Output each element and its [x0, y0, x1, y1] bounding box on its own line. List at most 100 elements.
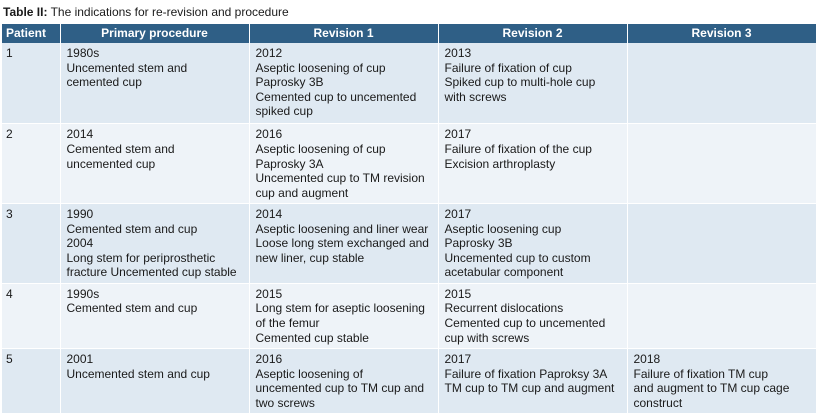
- revision-2-cell: 2015 Recurrent dislocations Cemented cup t…: [438, 283, 628, 349]
- primary-procedure-cell: 2001 Uncemented stem and cup: [60, 348, 250, 415]
- table-row: 4 1990s Cemented stem and cup 2015 Long stem…: [2, 283, 817, 349]
- cell-line: uncemented cup: [66, 156, 156, 171]
- revision-1-cell: 2016 Aseptic loosening of uncemented cup t…: [249, 348, 439, 415]
- revision-1-cell: 2014 Aseptic loosening and liner wear Loos…: [249, 203, 439, 284]
- cell-line: Excision arthroplasty: [444, 156, 556, 171]
- cell-line: 2018: [633, 351, 661, 366]
- cell-line: two screws: [255, 395, 315, 410]
- col-header-patient: Patient: [2, 24, 61, 43]
- cell-line: 2016: [255, 351, 283, 366]
- cell-line: of the femur: [255, 316, 320, 331]
- cell-line: Paprosky 3B: [444, 236, 513, 251]
- cell-line: 2013: [444, 46, 472, 60]
- cell-line: spiked cup: [255, 104, 313, 119]
- cell-line: Aseptic loosening and liner wear: [255, 221, 429, 236]
- cell-line: cup and augment: [255, 185, 349, 200]
- primary-procedure-cell: 1990 Cemented stem and cup 2004 Long stem f…: [60, 203, 250, 284]
- patient-cell: 5: [2, 348, 61, 415]
- cell-line: with screws: [444, 89, 507, 104]
- revision-2-cell: 2017 Failure of fixation of the cup Excisi…: [438, 123, 628, 205]
- cell-line: Uncemented cup to custom: [444, 250, 591, 265]
- cell-line: Loose long stem exchanged and: [255, 236, 429, 251]
- cell-line: 2004: [66, 236, 94, 251]
- col-header-primary: Primary procedure: [60, 24, 250, 43]
- cell-line: 1990: [66, 207, 94, 222]
- cell-line: 2017: [444, 207, 472, 222]
- cell-line: 2012: [255, 46, 283, 60]
- cell-line: Aseptic loosening of cup: [255, 60, 386, 75]
- cell-line: cemented cup: [66, 75, 142, 90]
- revision-2-cell: 2017 Aseptic loosening cup Paprosky 3B Unce…: [438, 203, 628, 284]
- cell-line: TM cup to TM cup and augment: [444, 381, 615, 396]
- caption-label: Table II:: [3, 5, 48, 19]
- header-row: Patient Primary procedure Revision 1 Rev…: [2, 24, 817, 43]
- revision-2-cell: 2013 Failure of fixation of cup Spiked cup…: [438, 43, 628, 125]
- revision-3-cell: [627, 283, 817, 349]
- cell-line: Cemented cup to uncemented: [255, 89, 417, 104]
- cell-line: 2014: [255, 207, 283, 222]
- cell-line: and augment to TM cup cage: [633, 381, 790, 396]
- revision-3-cell: 2018 Failure of fixation TM cup and augmen…: [627, 348, 817, 415]
- cell-line: 2016: [255, 127, 283, 142]
- col-header-revision-1: Revision 1: [249, 24, 439, 43]
- patient-cell: 4: [2, 283, 61, 349]
- table-row: 2 2014 Cemented stem and uncemented cup 2016…: [2, 123, 817, 205]
- primary-procedure-cell: 1980s Uncemented stem and cemented cup: [60, 43, 250, 125]
- cell-line: Spiked cup to multi-hole cup: [444, 75, 596, 90]
- cell-line: Paprosky 3A: [255, 156, 324, 171]
- revision-3-cell: [627, 43, 817, 125]
- patient-cell: 3: [2, 203, 61, 284]
- col-header-revision-3: Revision 3: [627, 24, 817, 43]
- cell-line: new liner, cup stable: [255, 250, 365, 265]
- cell-line: acetabular component: [444, 265, 564, 280]
- revision-3-cell: [627, 203, 817, 284]
- cell-line: Recurrent dislocations: [444, 301, 564, 316]
- revision-1-cell: 2015 Long stem for aseptic loosening of th…: [249, 283, 439, 349]
- cell-line: 1980s: [66, 46, 100, 60]
- cell-line: 2015: [444, 286, 472, 301]
- cell-line: uncemented cup to TM cup and: [255, 381, 425, 396]
- cell-line: 2017: [444, 127, 472, 142]
- table-row: 5 2001 Uncemented stem and cup 2016 Aseptic …: [2, 348, 817, 415]
- cell-line: 2001: [66, 351, 94, 366]
- cell-line: Uncemented stem and: [66, 60, 188, 75]
- primary-procedure-cell: 1990s Cemented stem and cup: [60, 283, 250, 349]
- table-row: 1 1980s Uncemented stem and cemented cup 201…: [2, 43, 817, 125]
- col-header-revision-2: Revision 2: [438, 24, 628, 43]
- patient-cell: 2: [2, 123, 61, 205]
- cell-line: Failure of fixation of the cup: [444, 141, 592, 156]
- cell-line: Cemented stem and cup: [66, 301, 198, 316]
- cell-line: Aseptic loosening cup: [444, 221, 562, 236]
- cell-line: 1990s: [66, 286, 100, 301]
- patient-cell: 1: [2, 43, 61, 125]
- revision-3-cell: [627, 123, 817, 205]
- cell-line: Failure of fixation of cup: [444, 60, 572, 75]
- cell-line: 2015: [255, 286, 283, 301]
- cell-line: Aseptic loosening of: [255, 366, 363, 381]
- cell-line: 2014: [66, 127, 94, 142]
- cell-line: Cemented cup to uncemented: [444, 316, 606, 331]
- cell-line: Cemented stem and cup: [66, 221, 198, 236]
- cell-line: fracture Uncemented cup stable: [66, 265, 237, 280]
- revision-table: Patient Primary procedure Revision 1 Rev…: [2, 24, 817, 415]
- cell-line: Cemented stem and: [66, 141, 175, 156]
- cell-line: Cemented cup stable: [255, 330, 369, 345]
- cell-line: Uncemented cup to TM revision: [255, 171, 425, 186]
- cell-line: Uncemented stem and cup: [66, 366, 210, 381]
- cell-line: Long stem for periprosthetic: [66, 250, 216, 265]
- caption-text: The indications for re-revision and proc…: [50, 5, 289, 19]
- cell-line: construct: [633, 395, 683, 410]
- cell-line: Failure of fixation Paproksy 3A: [444, 366, 608, 381]
- primary-procedure-cell: 2014 Cemented stem and uncemented cup: [60, 123, 250, 205]
- table-caption: Table II: The indications for re-revisio…: [3, 4, 289, 20]
- cell-line: Aseptic loosening of cup: [255, 141, 386, 156]
- cell-line: Paprosky 3B: [255, 75, 324, 90]
- revision-1-cell: 2016 Aseptic loosening of cup Paprosky 3A U…: [249, 123, 439, 205]
- cell-line: Long stem for aseptic loosening: [255, 301, 425, 316]
- cell-line: Failure of fixation TM cup: [633, 366, 769, 381]
- revision-2-cell: 2017 Failure of fixation Paproksy 3A TM cu…: [438, 348, 628, 415]
- cell-line: 2017: [444, 351, 472, 366]
- revision-1-cell: 2012 Aseptic loosening of cup Paprosky 3B C…: [249, 43, 439, 125]
- table-row: 3 1990 Cemented stem and cup 2004 Long stem …: [2, 203, 817, 284]
- cell-line: cup with screws: [444, 330, 530, 345]
